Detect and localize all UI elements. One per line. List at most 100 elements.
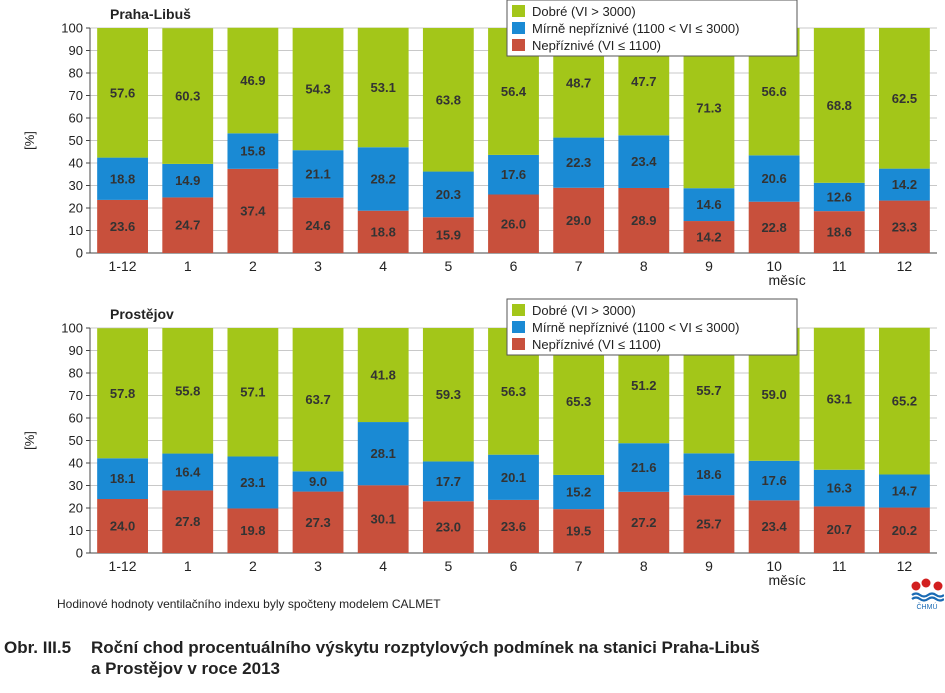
data-label: 41.8 [371, 368, 396, 383]
chart-title: Prostějov [110, 306, 174, 322]
data-label: 18.8 [110, 171, 135, 186]
x-tick-label: 11 [832, 558, 847, 574]
data-label: 55.8 [175, 383, 200, 398]
bar-segment [813, 327, 865, 470]
bar-segment [553, 187, 605, 253]
x-tick-label: 10 [766, 258, 782, 274]
y-tick-label: 40 [69, 456, 83, 471]
legend-swatch [512, 321, 525, 333]
data-label: 18.6 [827, 225, 852, 240]
data-label: 62.5 [892, 91, 917, 106]
data-label: 20.3 [436, 187, 461, 202]
footnote: Hodinové hodnoty ventilačního indexu byl… [57, 597, 441, 611]
bar-segment [97, 157, 148, 200]
bar-segment [227, 27, 279, 134]
bar-segment [879, 327, 930, 475]
y-tick-label: 30 [69, 178, 83, 193]
chmu-logo: ČHMÚ [911, 578, 944, 610]
bar-segment [618, 491, 670, 553]
data-label: 20.6 [761, 171, 786, 186]
x-tick-label: 7 [575, 558, 583, 574]
bar-segment [813, 182, 865, 212]
legend-label: Nepříznivé (VI ≤ 1100) [532, 38, 661, 53]
data-label: 57.1 [240, 385, 265, 400]
data-label: 12.6 [827, 189, 852, 204]
data-label: 65.2 [892, 394, 917, 409]
y-tick-label: 20 [69, 501, 83, 516]
bar-segment [162, 28, 214, 164]
data-label: 27.8 [175, 514, 200, 529]
bar-segment [553, 509, 605, 553]
bar-segment [683, 453, 735, 496]
x-tick-label: 1-12 [109, 258, 137, 274]
bar-segment [813, 211, 865, 253]
data-label: 46.9 [240, 73, 265, 88]
data-label: 17.7 [436, 474, 461, 489]
bar-segment [618, 187, 670, 253]
data-label: 14.6 [696, 197, 721, 212]
data-label: 22.3 [566, 155, 591, 170]
legend-swatch [512, 5, 525, 17]
x-tick-label: 7 [575, 258, 583, 274]
data-label: 15.2 [566, 485, 591, 500]
bar-segment [292, 491, 344, 553]
data-label: 14.7 [892, 484, 917, 499]
x-tick-label: 8 [640, 258, 648, 274]
data-label: 24.7 [175, 218, 200, 233]
bar-segment [813, 506, 865, 553]
data-label: 37.4 [240, 203, 266, 218]
y-tick-label: 30 [69, 478, 83, 493]
x-tick-label: 3 [314, 558, 322, 574]
data-label: 28.2 [371, 171, 396, 186]
bar-segment [292, 471, 344, 492]
bar-segment [422, 501, 474, 553]
data-label: 55.7 [696, 383, 721, 398]
data-label: 20.1 [501, 470, 526, 485]
bar-segment [357, 422, 409, 486]
bar-segment [357, 210, 409, 253]
x-tick-label: 9 [705, 558, 713, 574]
bar-segment [618, 135, 670, 188]
y-tick-label: 0 [76, 546, 83, 561]
x-tick-label: 11 [832, 258, 847, 274]
x-tick-label: 5 [444, 558, 452, 574]
x-tick-label: 1 [184, 258, 192, 274]
y-tick-label: 10 [69, 223, 83, 238]
data-label: 14.2 [892, 177, 917, 192]
y-tick-label: 20 [69, 201, 83, 216]
bar-segment [357, 147, 409, 211]
data-label: 19.5 [566, 524, 591, 539]
data-label: 23.6 [110, 219, 135, 234]
data-label: 23.6 [501, 519, 526, 534]
bar-segment [879, 507, 930, 553]
data-label: 18.1 [110, 471, 135, 486]
data-label: 20.2 [892, 523, 917, 538]
bar-segment [422, 461, 474, 502]
data-label: 24.6 [305, 218, 330, 233]
data-label: 59.0 [761, 387, 786, 402]
data-label: 17.6 [501, 167, 526, 182]
legend-swatch [512, 39, 525, 51]
y-tick-label: 50 [69, 433, 83, 448]
bar-segment [553, 474, 605, 510]
bar-segment [97, 199, 148, 253]
figure-caption: Obr. III.5 Roční chod procentuálního výsk… [4, 637, 760, 679]
data-label: 23.4 [631, 154, 657, 169]
bar-segment [227, 133, 279, 169]
data-label: 29.0 [566, 213, 591, 228]
data-label: 27.2 [631, 515, 656, 530]
data-label: 21.1 [305, 166, 330, 181]
bar-segment [422, 328, 474, 462]
bar-segment [162, 328, 214, 454]
charts-canvas: 0102030405060708090100[%]23.618.857.61-1… [22, 0, 937, 588]
data-label: 23.3 [892, 219, 917, 234]
data-label: 68.8 [827, 98, 852, 113]
bar-segment [488, 499, 539, 553]
data-label: 9.0 [309, 474, 327, 489]
chart-title: Praha-Libuš [110, 6, 191, 22]
bar-segment [227, 508, 279, 553]
legend-swatch [512, 304, 525, 316]
bar-segment [422, 171, 474, 218]
bar-segment [227, 456, 279, 509]
data-label: 17.6 [761, 473, 786, 488]
